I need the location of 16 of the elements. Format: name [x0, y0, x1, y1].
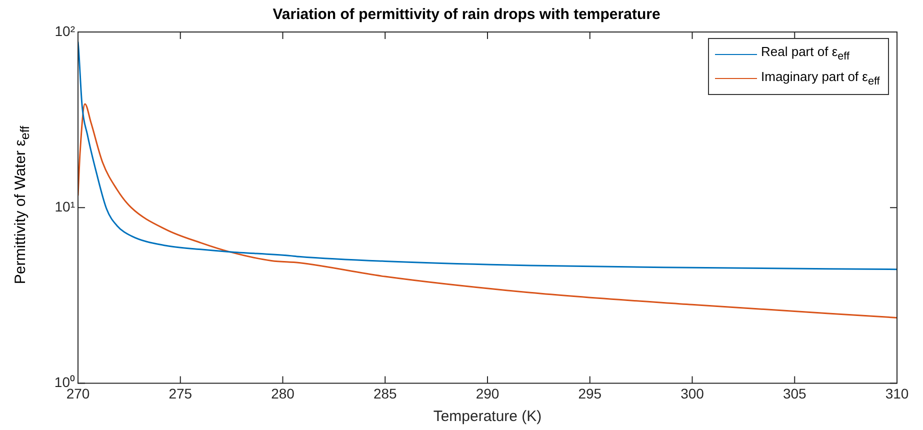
x-tick-label: 285: [373, 385, 398, 402]
x-tick-label: 305: [782, 385, 807, 402]
line-series: [78, 41, 897, 270]
x-tick-label: 275: [168, 385, 192, 402]
x-tick-label: 310: [885, 385, 909, 402]
legend-label: Imaginary part of ε$_{eff}$: [761, 68, 880, 90]
x-tick-label: 290: [476, 385, 500, 402]
line-series: [78, 103, 897, 318]
x-tick-label: 300: [680, 385, 704, 402]
y-tick-label: 10¹: [54, 198, 76, 214]
x-tick-label: 295: [578, 385, 602, 402]
legend-label: Real part of ε$_{eff}$: [761, 43, 850, 65]
y-tick-label: 10²: [54, 22, 76, 39]
x-axis-title: Temperature (K): [433, 408, 542, 426]
x-tick-label: 280: [271, 385, 295, 402]
chart-title: Variation of permittivity of rain drops with temperature: [272, 6, 660, 24]
